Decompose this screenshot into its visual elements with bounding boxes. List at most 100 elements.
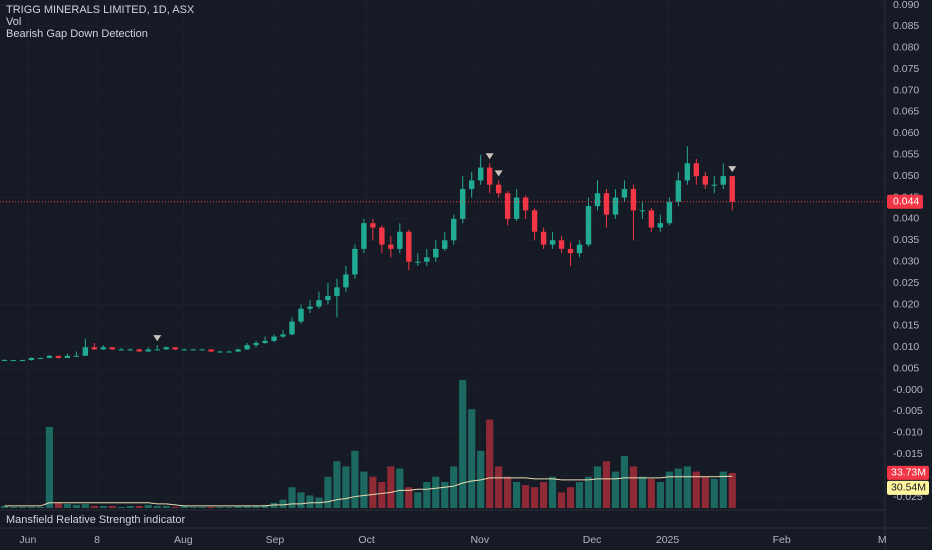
volume-bar <box>90 505 98 508</box>
x-tick-label: 8 <box>94 534 100 546</box>
y-tick-label: 0.065 <box>893 106 919 118</box>
volume-bar <box>36 506 45 508</box>
volume-bar <box>81 503 89 508</box>
candle-body <box>603 193 610 215</box>
volume-bar <box>72 504 80 508</box>
volume-bar <box>701 476 709 508</box>
candle-body <box>325 295 331 301</box>
candle-body <box>585 206 592 245</box>
volume-bar <box>288 487 296 508</box>
volume-bar <box>333 461 341 508</box>
volume-bar <box>99 505 107 508</box>
x-tick-label: Nov <box>470 534 489 546</box>
candle-body <box>612 197 619 215</box>
volume-bar <box>486 419 494 508</box>
y-tick-label: 0.085 <box>893 20 919 32</box>
candle-body <box>424 257 430 262</box>
candle-body <box>154 349 160 351</box>
y-tick-label: 0.025 <box>893 277 919 289</box>
candle-body <box>163 347 169 350</box>
candle-body <box>675 180 682 202</box>
candle-body <box>37 357 44 359</box>
volume-bar <box>441 482 449 508</box>
candle-body <box>235 349 241 352</box>
candle-body <box>406 231 412 262</box>
candle-body <box>217 351 223 353</box>
volume-label-box <box>887 465 929 480</box>
candle-body <box>711 184 717 186</box>
candle-body <box>55 355 62 358</box>
candle-body <box>118 349 124 351</box>
volume-bar <box>324 476 332 508</box>
y-tick-label: 0.015 <box>893 320 919 332</box>
candle-body <box>109 347 116 350</box>
candle-body <box>298 308 304 322</box>
gap-down-signal <box>494 170 503 177</box>
candle-body <box>729 176 735 202</box>
y-tick-label: 0.020 <box>893 298 919 310</box>
volume-bar <box>548 476 557 508</box>
x-tick-label: M <box>878 534 887 546</box>
x-tick-label: Feb <box>773 534 791 546</box>
y-tick-label: 0.010 <box>893 341 919 353</box>
volume-bar <box>144 504 152 508</box>
volume-ma-label: 30.54M <box>891 482 926 494</box>
candle-body <box>469 180 475 189</box>
y-tick-label: 0.055 <box>893 149 919 161</box>
y-tick-label: -0.015 <box>893 448 923 460</box>
volume-bar <box>234 505 242 508</box>
volume-bar <box>647 478 655 508</box>
candle-body <box>693 163 700 177</box>
volume-ma-label-box <box>887 480 929 495</box>
candle-body <box>28 357 35 361</box>
volume-bar <box>117 506 125 508</box>
chart-title: TRIGG MINERALS LIMITED, 1D, ASX <box>6 4 195 16</box>
volume-bar <box>423 482 431 508</box>
candle-body <box>307 306 313 309</box>
y-tick-label: -0.010 <box>893 427 923 439</box>
volume-bar <box>432 476 440 508</box>
candle-body <box>100 347 107 350</box>
candle-body <box>190 349 196 351</box>
volume-bar <box>728 472 736 508</box>
y-tick-label: 0.090 <box>893 0 919 11</box>
volume-bar <box>45 426 54 508</box>
volume-bar <box>360 471 368 508</box>
volume-bar <box>252 505 260 508</box>
volume-bar <box>27 506 36 508</box>
candle-body <box>82 347 89 356</box>
candle-body <box>136 349 142 352</box>
candle-body <box>199 349 205 351</box>
volume-bar <box>620 456 629 508</box>
volume-bar <box>557 492 566 508</box>
volume-bar <box>719 471 727 508</box>
candle-body <box>208 349 214 352</box>
volume-bar <box>153 505 161 508</box>
candle-body <box>495 184 502 194</box>
volume-bar <box>306 495 314 508</box>
y-tick-label: 0.060 <box>893 127 919 139</box>
volume-bar <box>369 476 377 508</box>
candle-body <box>172 347 178 350</box>
candle-body <box>181 349 187 351</box>
volume-bar <box>261 504 269 508</box>
volume-bar <box>593 466 602 508</box>
x-tick-label: Sep <box>266 534 285 546</box>
grid <box>0 0 885 510</box>
candle-body <box>504 193 511 219</box>
volume-bar <box>522 485 530 508</box>
last-price-box <box>887 194 923 209</box>
candle-body <box>702 176 708 185</box>
volume-bar <box>405 487 413 508</box>
volume-bar <box>638 476 647 508</box>
candle-body <box>316 300 322 307</box>
candle-body <box>244 345 250 350</box>
candle-body <box>549 240 556 245</box>
volume-bar <box>126 505 134 508</box>
gap-down-signal <box>153 335 162 342</box>
volume-bar <box>279 499 287 508</box>
volume-bar <box>513 482 521 508</box>
candle-body <box>280 334 286 337</box>
